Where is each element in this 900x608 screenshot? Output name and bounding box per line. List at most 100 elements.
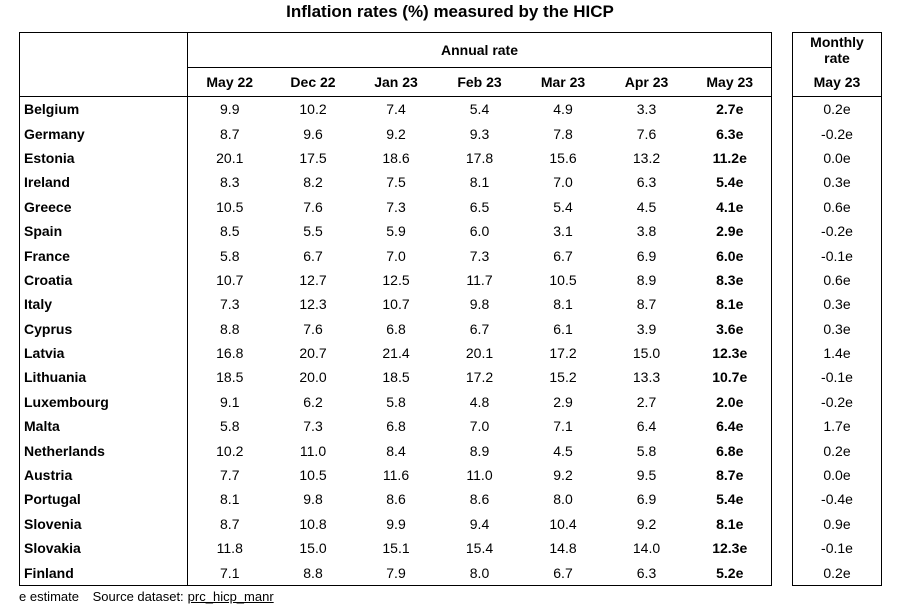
rate-cell: 8.0: [553, 491, 573, 508]
rate-cell: 9.9: [386, 515, 406, 532]
table-row: Netherlands 10.2 11.0 8.4 8.9 4.5 5.8 6.8e: [19, 438, 772, 463]
rate-cell: 11.7: [466, 271, 493, 288]
table-row: 0.0e: [793, 146, 882, 170]
table-row: 0.3e: [793, 317, 882, 341]
rate-cell: 5.5: [303, 223, 323, 240]
rate-cell: 6.4e: [688, 414, 772, 439]
table-row: 0.3e: [793, 292, 882, 316]
rate-cell: 7.3: [386, 198, 406, 215]
column-header: Mar 23: [521, 67, 605, 97]
rate-cell: 8.7: [636, 296, 657, 313]
rate-cell: 10.5: [549, 271, 577, 288]
monthly-rate-cell: 1.4e: [823, 345, 851, 362]
monthly-rate-cell: 0.2e: [823, 442, 851, 459]
rate-cell: 7.6: [303, 198, 323, 215]
rate-cell: 3.1: [553, 223, 573, 240]
monthly-rate-cell: -0.1e: [821, 540, 853, 557]
rate-cell: 7.5: [386, 174, 406, 191]
rate-cell: 11.8: [216, 540, 243, 557]
monthly-rate-cell: -0.1e: [821, 369, 853, 386]
rate-cell: 4.5: [636, 198, 657, 215]
rate-cell: 8.7e: [688, 462, 772, 488]
rate-cell: 10.4: [549, 515, 577, 532]
rate-cell: 7.1: [220, 564, 240, 581]
source-dataset-link[interactable]: prc_hicp_manr: [187, 589, 274, 604]
rate-cell: 10.7e: [688, 365, 772, 390]
rate-cell: 6.7: [303, 247, 323, 264]
table-row: Luxembourg 9.1 6.2 5.8 4.8 2.9 2.7 2.0e: [19, 389, 772, 415]
table-row: -0.1e: [793, 243, 882, 267]
table-row: France 5.8 6.7 7.0 7.3 6.7 6.9 6.0e: [19, 243, 772, 268]
table-row: 0.2e: [793, 97, 882, 122]
table-row: -0.2e: [793, 121, 882, 145]
rate-cell: 5.2e: [688, 560, 772, 586]
table-row: 1.7e: [793, 414, 882, 438]
rate-cell: 15.2: [549, 369, 577, 386]
table-row: Greece 10.5 7.6 7.3 6.5 5.4 4.5 4.1e: [19, 194, 772, 219]
rate-cell: 15.0: [632, 345, 661, 362]
rate-cell: 14.8: [549, 540, 577, 557]
monthly-rate-cell: -0.2e: [821, 125, 853, 142]
rate-cell: 6.2: [303, 393, 323, 410]
rate-cell: 17.2: [465, 369, 494, 386]
monthly-rate-header: Monthly rate: [793, 33, 882, 69]
rate-cell: 5.8: [220, 247, 240, 264]
rate-cell: 6.8: [386, 418, 406, 435]
rate-cell: 2.0e: [688, 389, 772, 415]
country-name: Slovakia: [19, 536, 188, 561]
rate-cell: 21.4: [382, 345, 410, 362]
country-name: Slovenia: [19, 511, 188, 537]
rate-cell: 12.3: [299, 296, 327, 313]
rate-cell: 4.8: [469, 393, 490, 410]
rate-cell: 10.2: [216, 442, 244, 459]
rate-cell: 9.6: [303, 125, 323, 142]
annual-rate-header: Annual rate: [187, 32, 772, 68]
country-name: Lithuania: [19, 365, 188, 390]
table-row: 0.3e: [793, 170, 882, 194]
rate-cell: 17.8: [465, 149, 494, 166]
monthly-rate-cell: -0.2e: [821, 223, 853, 240]
country-name: Malta: [19, 414, 188, 439]
country-name: Spain: [19, 218, 188, 244]
table-row: Germany 8.7 9.6 9.2 9.3 7.8 7.6 6.3e: [19, 121, 772, 146]
rate-cell: 5.4: [553, 198, 573, 215]
rate-cell: 8.6: [469, 491, 490, 508]
rate-cell: 11.0: [299, 442, 327, 459]
column-header: May 22: [187, 67, 272, 97]
rate-cell: 6.9: [636, 247, 657, 264]
rate-cell: 7.4: [386, 101, 406, 118]
rate-cell: 6.3: [636, 174, 657, 191]
rate-cell: 8.1e: [688, 292, 772, 317]
country-name: Latvia: [19, 340, 188, 366]
rate-cell: 6.3e: [688, 121, 772, 146]
monthly-rate-cell: 1.7e: [823, 418, 851, 435]
country-name: Belgium: [19, 96, 188, 122]
country-name: Austria: [19, 462, 188, 488]
rate-cell: 15.0: [299, 540, 327, 557]
rate-cell: 8.2: [303, 174, 323, 191]
monthly-rate-cell: -0.1e: [821, 247, 853, 264]
rate-cell: 3.8: [636, 223, 657, 240]
monthly-rate-cell: 0.0e: [823, 149, 851, 166]
column-header: Dec 22: [271, 67, 355, 97]
rate-cell: 5.9: [386, 223, 406, 240]
rate-cell: 6.5: [469, 198, 490, 215]
corner-cell-lower: [19, 67, 188, 97]
rate-cell: 4.5: [553, 442, 573, 459]
table-row: -0.1e: [793, 365, 882, 389]
table-row: 0.9e: [793, 512, 882, 536]
country-name: Luxembourg: [19, 389, 188, 415]
table-row: Malta 5.8 7.3 6.8 7.0 7.1 6.4 6.4e: [19, 414, 772, 439]
monthly-rate-cell: 0.0e: [823, 467, 851, 484]
table-row: -0.4e: [793, 487, 882, 511]
rate-cell: 9.1: [220, 393, 240, 410]
rate-cell: 8.3e: [688, 267, 772, 293]
table-row: Estonia 20.1 17.5 18.6 17.8 15.6 13.2 11.2e: [19, 145, 772, 171]
rate-cell: 9.2: [636, 515, 657, 532]
rate-cell: 8.0: [469, 564, 490, 581]
table-row: Croatia 10.7 12.7 12.5 11.7 10.5 8.9 8.3e: [19, 267, 772, 293]
country-name: Germany: [19, 121, 188, 146]
rate-cell: 7.0: [469, 418, 490, 435]
rate-cell: 6.8: [386, 320, 406, 337]
table-row: Finland 7.1 8.8 7.9 8.0 6.7 6.3 5.2e: [19, 560, 772, 586]
